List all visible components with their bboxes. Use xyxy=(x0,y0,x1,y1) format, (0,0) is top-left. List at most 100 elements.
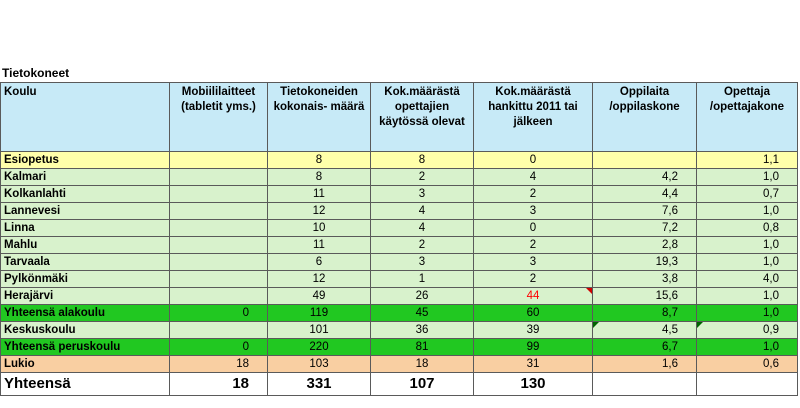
cell-hankittu[interactable]: 0 xyxy=(473,219,593,237)
cell-mobiili[interactable] xyxy=(169,287,268,305)
cell-mobiili[interactable] xyxy=(169,270,268,288)
header-opettaja[interactable]: Opettaja /opettajakone xyxy=(696,82,798,152)
cell-opettaja[interactable]: 0,6 xyxy=(696,355,798,373)
cell-school[interactable]: Herajärvi xyxy=(0,287,170,305)
cell-opettajat[interactable]: 4 xyxy=(370,202,474,220)
cell-mobiili[interactable] xyxy=(169,236,268,254)
cell-koneet[interactable]: 49 xyxy=(267,287,371,305)
cell-hankittu[interactable]: 2 xyxy=(473,236,593,254)
cell-opettaja[interactable]: 1,1 xyxy=(696,151,798,169)
cell-mobiili[interactable] xyxy=(169,321,268,339)
cell-total-label[interactable]: Yhteensä xyxy=(0,372,170,396)
cell-school[interactable]: Esiopetus xyxy=(0,151,170,169)
cell-opettajat[interactable]: 18 xyxy=(370,355,474,373)
cell-oppilaita[interactable]: 3,8 xyxy=(592,270,697,288)
cell-hankittu-flagged[interactable]: 44 xyxy=(473,287,593,305)
cell-opettaja[interactable]: 1,0 xyxy=(696,236,798,254)
cell-total-oppilaita[interactable] xyxy=(592,372,697,396)
header-mobiili[interactable]: Mobiililaitteet (tabletit yms.) xyxy=(169,82,268,152)
cell-mobiili[interactable]: 0 xyxy=(169,338,268,356)
cell-school[interactable]: Yhteensä alakoulu xyxy=(0,304,170,322)
cell-mobiili[interactable] xyxy=(169,202,268,220)
cell-oppilaita[interactable]: 4,2 xyxy=(592,168,697,186)
cell-opettaja[interactable]: 1,0 xyxy=(696,253,798,271)
cell-opettaja-flagged[interactable]: 0,9 xyxy=(696,321,798,339)
cell-hankittu[interactable]: 0 xyxy=(473,151,593,169)
cell-hankittu[interactable]: 31 xyxy=(473,355,593,373)
cell-koneet[interactable]: 10 xyxy=(267,219,371,237)
cell-opettajat[interactable]: 3 xyxy=(370,253,474,271)
cell-mobiili[interactable]: 0 xyxy=(169,304,268,322)
cell-school[interactable]: Kalmari xyxy=(0,168,170,186)
cell-hankittu[interactable]: 99 xyxy=(473,338,593,356)
cell-opettajat[interactable]: 2 xyxy=(370,236,474,254)
cell-koneet[interactable]: 8 xyxy=(267,151,371,169)
cell-opettajat[interactable]: 36 xyxy=(370,321,474,339)
cell-oppilaita-flagged[interactable]: 4,5 xyxy=(592,321,697,339)
cell-hankittu[interactable]: 2 xyxy=(473,185,593,203)
cell-koneet[interactable]: 6 xyxy=(267,253,371,271)
cell-opettaja[interactable]: 1,0 xyxy=(696,304,798,322)
cell-opettajat[interactable]: 2 xyxy=(370,168,474,186)
cell-oppilaita[interactable]: 7,2 xyxy=(592,219,697,237)
cell-koneet[interactable]: 119 xyxy=(267,304,371,322)
cell-oppilaita[interactable]: 1,6 xyxy=(592,355,697,373)
cell-mobiili[interactable] xyxy=(169,253,268,271)
cell-koneet[interactable]: 101 xyxy=(267,321,371,339)
cell-hankittu[interactable]: 60 xyxy=(473,304,593,322)
cell-opettajat[interactable]: 8 xyxy=(370,151,474,169)
cell-opettajat[interactable]: 45 xyxy=(370,304,474,322)
cell-hankittu[interactable]: 2 xyxy=(473,270,593,288)
cell-hankittu[interactable]: 3 xyxy=(473,253,593,271)
cell-school[interactable]: Mahlu xyxy=(0,236,170,254)
cell-opettaja[interactable]: 1,0 xyxy=(696,338,798,356)
cell-koneet[interactable]: 12 xyxy=(267,202,371,220)
cell-school[interactable]: Linna xyxy=(0,219,170,237)
cell-opettaja[interactable]: 0,8 xyxy=(696,219,798,237)
cell-total-opettaja[interactable] xyxy=(696,372,798,396)
cell-oppilaita[interactable]: 19,3 xyxy=(592,253,697,271)
cell-mobiili[interactable] xyxy=(169,168,268,186)
cell-hankittu[interactable]: 3 xyxy=(473,202,593,220)
cell-hankittu[interactable]: 4 xyxy=(473,168,593,186)
cell-koneet[interactable]: 12 xyxy=(267,270,371,288)
cell-mobiili[interactable] xyxy=(169,219,268,237)
cell-mobiili[interactable]: 18 xyxy=(169,355,268,373)
header-opettajat[interactable]: Kok.määrästä opettajien käytössä olevat xyxy=(370,82,474,152)
cell-opettaja[interactable]: 1,0 xyxy=(696,202,798,220)
cell-total-hankittu[interactable]: 130 xyxy=(473,372,593,396)
cell-opettajat[interactable]: 1 xyxy=(370,270,474,288)
cell-total-opettajat[interactable]: 107 xyxy=(370,372,474,396)
cell-school[interactable]: Keskuskoulu xyxy=(0,321,170,339)
cell-koneet[interactable]: 11 xyxy=(267,185,371,203)
cell-oppilaita[interactable]: 8,7 xyxy=(592,304,697,322)
cell-opettajat[interactable]: 3 xyxy=(370,185,474,203)
cell-hankittu[interactable]: 39 xyxy=(473,321,593,339)
header-koulu[interactable]: Koulu xyxy=(0,82,170,152)
cell-oppilaita[interactable]: 6,7 xyxy=(592,338,697,356)
cell-school[interactable]: Pylkönmäki xyxy=(0,270,170,288)
cell-mobiili[interactable] xyxy=(169,151,268,169)
header-tietokoneet[interactable]: Tietokoneiden kokonais- määrä xyxy=(267,82,371,152)
cell-opettaja[interactable]: 1,0 xyxy=(696,168,798,186)
cell-opettajat[interactable]: 26 xyxy=(370,287,474,305)
cell-school[interactable]: Kolkanlahti xyxy=(0,185,170,203)
cell-opettaja[interactable]: 4,0 xyxy=(696,270,798,288)
cell-oppilaita[interactable] xyxy=(592,151,697,169)
cell-oppilaita[interactable]: 2,8 xyxy=(592,236,697,254)
cell-school[interactable]: Lukio xyxy=(0,355,170,373)
cell-school[interactable]: Yhteensä peruskoulu xyxy=(0,338,170,356)
cell-school[interactable]: Lannevesi xyxy=(0,202,170,220)
cell-oppilaita[interactable]: 7,6 xyxy=(592,202,697,220)
cell-total-koneet[interactable]: 331 xyxy=(267,372,371,396)
cell-koneet[interactable]: 11 xyxy=(267,236,371,254)
cell-oppilaita[interactable]: 15,6 xyxy=(592,287,697,305)
cell-total-mobiili[interactable]: 18 xyxy=(169,372,268,396)
cell-koneet[interactable]: 8 xyxy=(267,168,371,186)
cell-opettaja[interactable]: 1,0 xyxy=(696,287,798,305)
cell-opettaja[interactable]: 0,7 xyxy=(696,185,798,203)
cell-koneet[interactable]: 220 xyxy=(267,338,371,356)
cell-koneet[interactable]: 103 xyxy=(267,355,371,373)
cell-opettajat[interactable]: 81 xyxy=(370,338,474,356)
header-oppilaita[interactable]: Oppilaita /oppilaskone xyxy=(592,82,697,152)
